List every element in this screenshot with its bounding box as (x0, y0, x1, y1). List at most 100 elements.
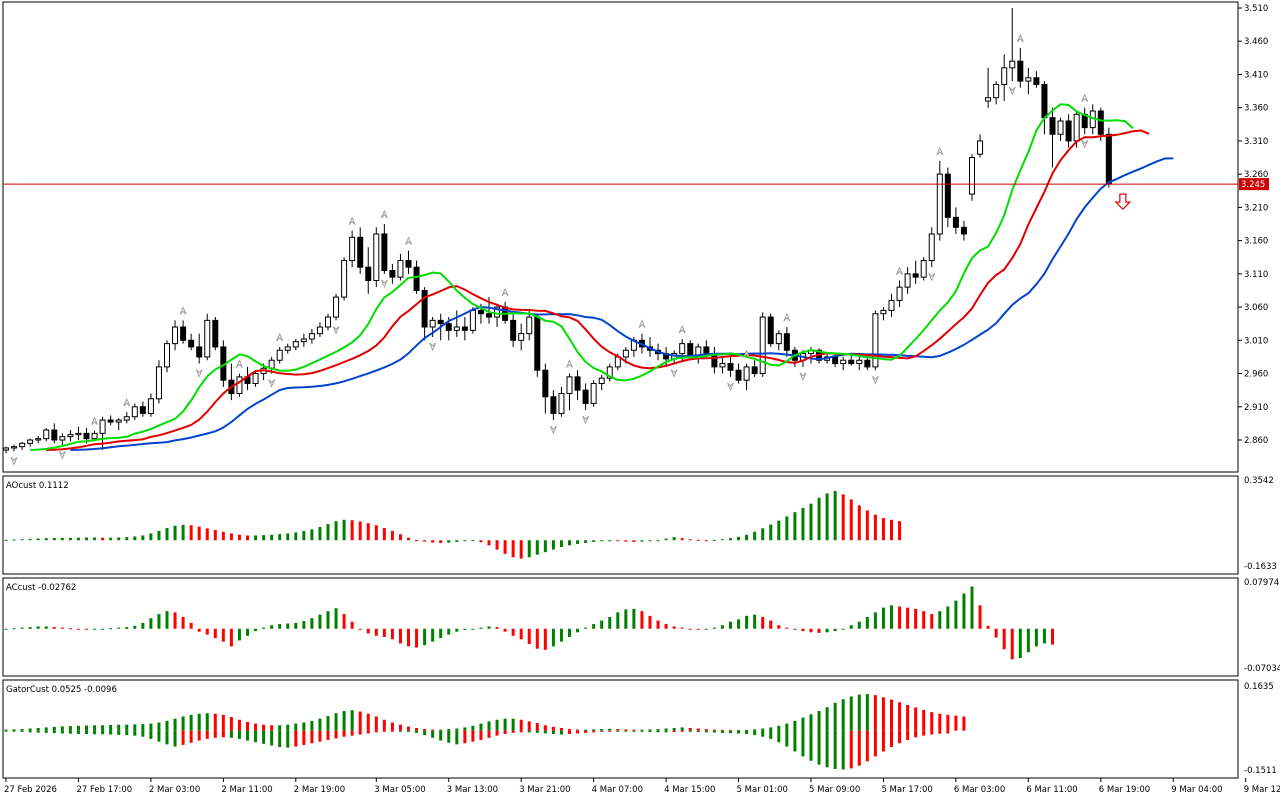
ao-bar (294, 532, 298, 541)
ao-bar (262, 535, 266, 541)
ao-bar (36, 538, 40, 541)
gator-upper-bar (559, 727, 563, 731)
ao-bar (407, 537, 410, 541)
gator-upper-bar (809, 714, 813, 731)
gator-upper-bar (20, 729, 24, 731)
ao-bar (93, 537, 97, 541)
gator-lower-bar (181, 730, 185, 745)
gator-upper-bar (342, 711, 346, 731)
gator-lower-bar (551, 730, 555, 734)
ac-bar (278, 624, 282, 629)
time-tick-label: 2 Mar 03:00 (149, 785, 200, 795)
gator-lower-bar (334, 730, 338, 739)
gator-lower-bar (68, 730, 72, 734)
time-tick-label: 5 Mar 01:00 (737, 785, 788, 795)
ao-bar (729, 538, 732, 541)
candle-bear (477, 309, 484, 315)
ac-bar (817, 628, 821, 633)
gator-lower-bar (881, 730, 885, 752)
gator-upper-bar (833, 702, 837, 731)
gator-lower-bar (52, 730, 56, 734)
gator-lower-bar (785, 730, 789, 747)
ao-bar (592, 540, 596, 542)
gator-upper-bar (471, 725, 475, 731)
gator-lower-bar (398, 730, 402, 732)
ao-bar (398, 534, 402, 541)
ac-bar (302, 621, 306, 629)
gator-upper-bar (157, 722, 161, 731)
gator-lower-bar (374, 730, 378, 733)
gator-ytick-bottom: -0.1511 (1244, 766, 1277, 776)
ao-bar (761, 528, 765, 541)
fractal-up-marker (783, 312, 791, 322)
ao-bar (576, 540, 580, 544)
candle-bear (445, 323, 452, 331)
gator-upper-bar (592, 729, 596, 731)
gator-lower-bar (270, 730, 274, 746)
gator-upper-bar (60, 726, 64, 731)
ao-bar (471, 540, 475, 542)
gator-upper-bar (495, 719, 499, 731)
ac-bar (873, 612, 877, 629)
gator-lower-bar (117, 730, 121, 735)
gator-upper-bar (270, 725, 274, 731)
gator-lower-bar (479, 730, 483, 740)
ac-bar (704, 628, 708, 630)
candle-bear (574, 376, 581, 391)
candle-bull (928, 233, 935, 262)
candle-bull (1073, 113, 1080, 142)
ac-bar (165, 611, 169, 629)
gator-upper-bar (898, 702, 902, 731)
gator-lower-bar (898, 730, 902, 744)
fractal-down-marker (10, 456, 18, 466)
ac-bar (753, 614, 757, 629)
candle-bull (35, 438, 42, 441)
ac-bar (318, 614, 322, 629)
ac-bar (149, 618, 153, 629)
gator-upper-bar (286, 724, 290, 731)
candle-bear (180, 326, 187, 341)
time-tick-label: 5 Mar 09:00 (809, 785, 860, 795)
candle-bull (453, 326, 460, 331)
gator-upper-bar (922, 709, 926, 731)
gator-upper-bar (793, 720, 797, 731)
gator-upper-bar (358, 711, 362, 731)
candle-bear (542, 369, 549, 398)
ao-bar (785, 516, 789, 541)
candle-bull (123, 416, 130, 421)
gator-upper-bar (415, 727, 419, 731)
gator-upper-bar (535, 723, 539, 731)
time-tick-label: 6 Mar 19:00 (1099, 785, 1150, 795)
ao-bar (680, 538, 684, 541)
gator-lower-bar (865, 730, 869, 762)
candle-bull (743, 366, 750, 381)
ac-bar (407, 628, 410, 647)
gator-upper-bar (600, 729, 604, 731)
gator-lower-bar (680, 730, 684, 732)
gator-upper-bar (36, 727, 40, 731)
ac-bar (68, 628, 72, 630)
candle-bear (1097, 110, 1104, 135)
candle-bull (325, 316, 331, 328)
gator-upper-bar (302, 722, 306, 731)
ac-bar (133, 625, 137, 629)
ac-bar (1026, 628, 1030, 653)
gator-lower-bar (938, 730, 942, 734)
ac-bar (463, 628, 467, 630)
ao-bar (44, 538, 48, 541)
gator-lower-bar (20, 730, 24, 732)
candle-bull (172, 326, 179, 345)
ao-bar (568, 540, 571, 546)
candle-bear (461, 326, 468, 331)
gator-lower-bar (568, 730, 571, 734)
gator-upper-bar (350, 710, 354, 731)
gator-upper-bar (28, 728, 32, 731)
ao-bar (68, 537, 72, 541)
gator-upper-bar (777, 725, 781, 731)
alligator-teeth-line (46, 129, 1150, 451)
gator-lower-bar (761, 730, 765, 737)
gator-lower-bar (237, 730, 241, 739)
gator-lower-bar (28, 730, 32, 733)
